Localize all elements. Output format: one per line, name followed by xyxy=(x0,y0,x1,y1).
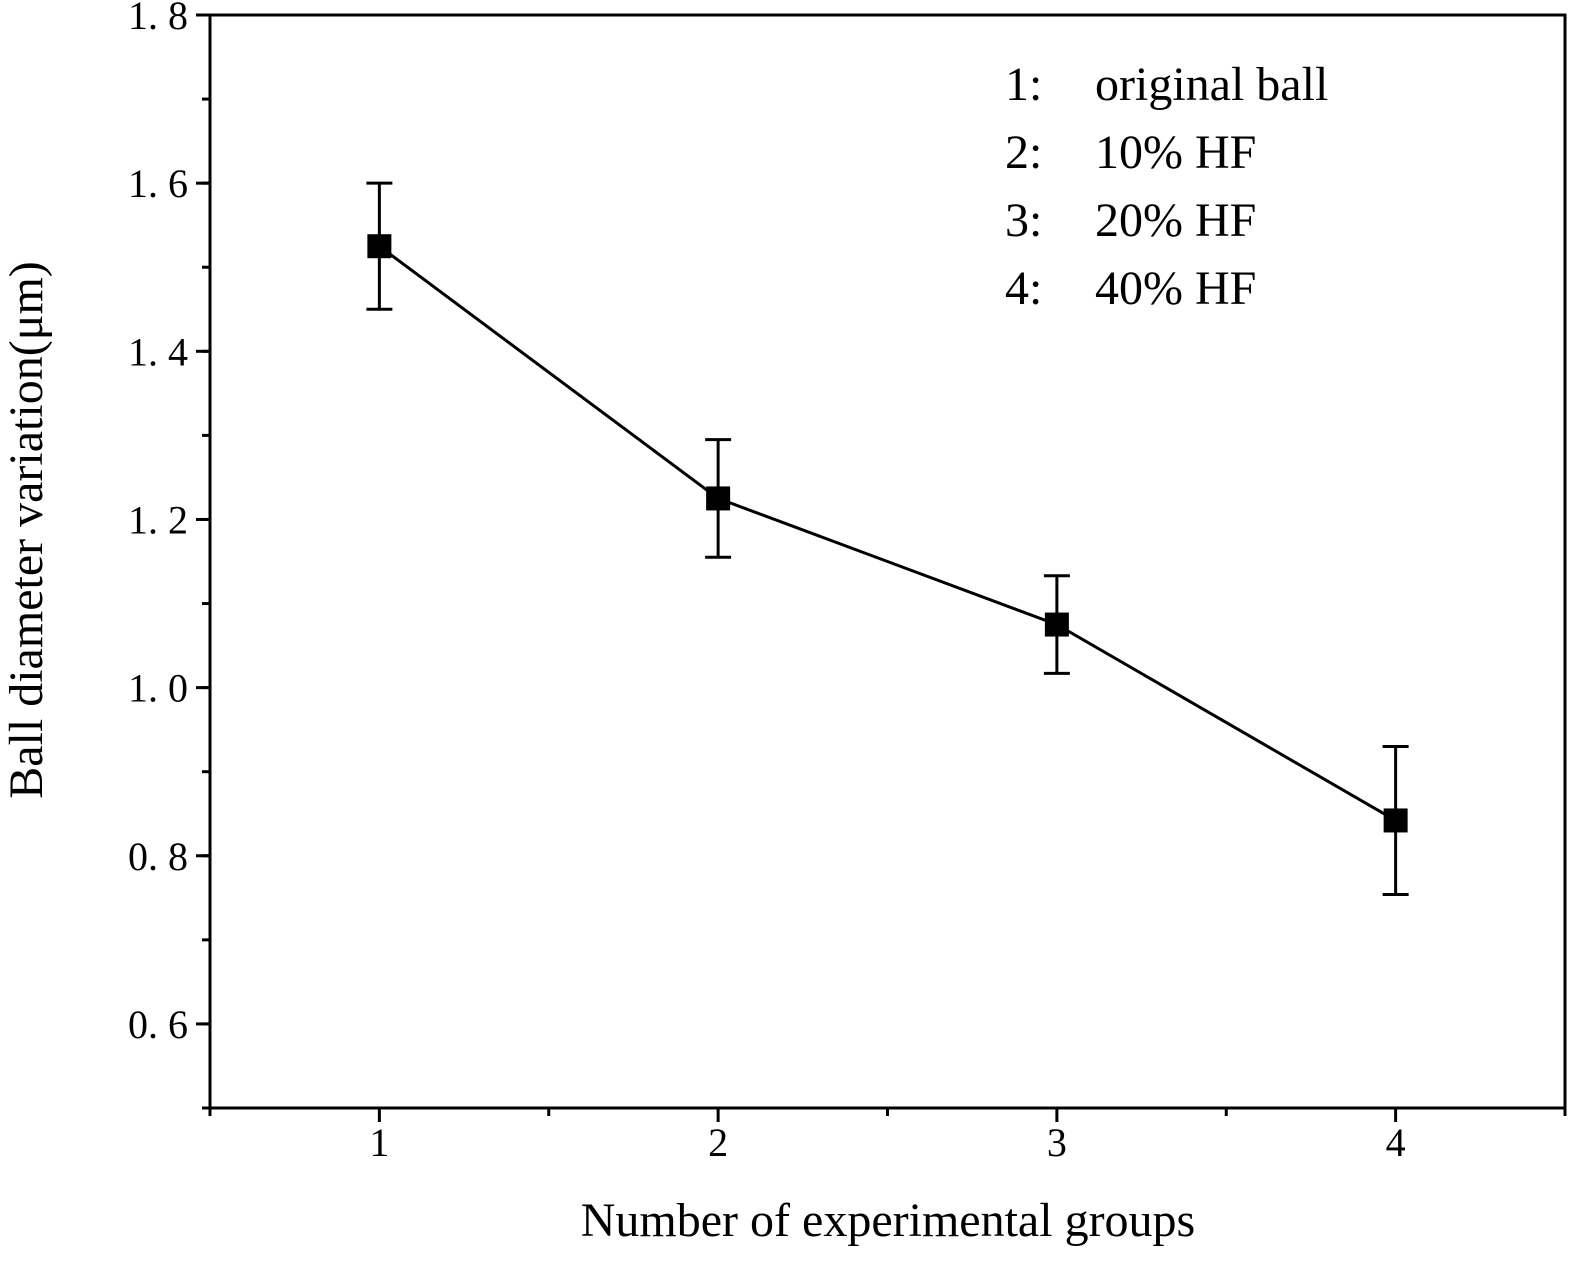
legend-label: 40% HF xyxy=(1095,262,1256,315)
legend-key: 4: xyxy=(1005,262,1042,315)
legend: 1: original ball 2: 10% HF 3: 20% HF 4: 40% HF xyxy=(1005,58,1328,315)
legend-label: original ball xyxy=(1095,58,1328,111)
data-point-marker xyxy=(367,234,392,259)
data-point-marker xyxy=(1383,808,1408,833)
x-axis-title: Number of experimental groups xyxy=(581,1194,1195,1247)
x-axis: 1 2 3 4 xyxy=(208,1108,1567,1165)
x-tick-label: 3 xyxy=(1047,1120,1067,1165)
y-axis-title: Ball diameter variation(μm) xyxy=(0,261,53,799)
y-tick-label: 1. 6 xyxy=(128,161,188,206)
x-tick-label: 1 xyxy=(369,1120,389,1165)
data-series xyxy=(366,181,1409,896)
y-tick-label: 1. 4 xyxy=(128,329,188,374)
y-tick-label: 0. 8 xyxy=(128,834,188,879)
y-tick-label: 1. 8 xyxy=(128,0,188,38)
x-tick-label: 4 xyxy=(1386,1120,1406,1165)
legend-key: 3: xyxy=(1005,194,1042,247)
legend-label: 10% HF xyxy=(1095,126,1256,179)
y-tick-label: 0. 6 xyxy=(128,1002,188,1047)
data-point-marker xyxy=(706,486,731,511)
legend-key: 2: xyxy=(1005,126,1042,179)
y-tick-label: 1. 2 xyxy=(128,497,188,542)
y-axis: 0. 6 0. 8 1. 0 1. 2 1. 4 1. 6 1. 8 xyxy=(128,0,210,1110)
legend-label: 20% HF xyxy=(1095,194,1256,247)
legend-key: 1: xyxy=(1005,58,1042,111)
data-point-marker xyxy=(1044,612,1069,637)
x-tick-label: 2 xyxy=(708,1120,728,1165)
series-line xyxy=(378,245,1397,822)
y-tick-label: 1. 0 xyxy=(128,666,188,711)
